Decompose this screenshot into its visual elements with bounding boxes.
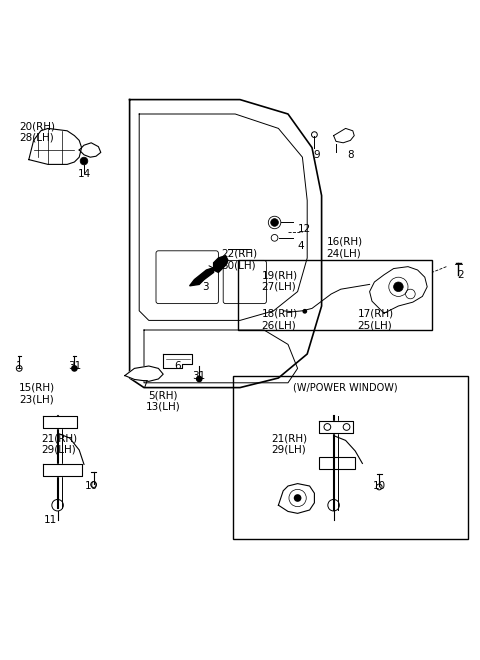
Text: 3: 3 — [202, 282, 209, 292]
Text: 21(RH)
29(LH): 21(RH) 29(LH) — [271, 433, 307, 455]
Text: 6: 6 — [174, 361, 181, 371]
Text: 16(RH)
24(LH): 16(RH) 24(LH) — [326, 236, 362, 258]
Circle shape — [71, 365, 78, 372]
Text: 10: 10 — [84, 481, 98, 491]
Circle shape — [80, 157, 88, 165]
Polygon shape — [163, 354, 192, 368]
Bar — [238, 261, 432, 330]
Bar — [233, 376, 468, 539]
Polygon shape — [29, 129, 82, 164]
Text: 7: 7 — [141, 380, 147, 391]
Polygon shape — [43, 416, 77, 428]
Text: 31: 31 — [192, 371, 206, 381]
Text: 11: 11 — [44, 515, 57, 525]
Text: 10: 10 — [372, 481, 386, 491]
Circle shape — [394, 282, 403, 292]
Text: 31: 31 — [68, 361, 81, 371]
Text: 17(RH)
25(LH): 17(RH) 25(LH) — [358, 308, 394, 330]
Polygon shape — [130, 100, 322, 387]
Text: 4: 4 — [298, 241, 304, 251]
Text: 2: 2 — [457, 270, 464, 280]
Polygon shape — [319, 421, 353, 433]
Polygon shape — [190, 267, 214, 286]
Polygon shape — [278, 484, 314, 513]
Polygon shape — [79, 143, 101, 157]
Text: 12: 12 — [298, 224, 311, 234]
Text: 19(RH)
27(LH): 19(RH) 27(LH) — [262, 270, 298, 292]
Circle shape — [214, 266, 220, 271]
Text: 1: 1 — [16, 361, 23, 371]
Circle shape — [302, 309, 307, 313]
Polygon shape — [334, 129, 354, 143]
Text: 8: 8 — [347, 150, 354, 160]
Circle shape — [271, 218, 278, 226]
Polygon shape — [125, 366, 163, 381]
Bar — [319, 457, 355, 469]
Text: 14: 14 — [77, 169, 91, 180]
Polygon shape — [43, 465, 82, 477]
Polygon shape — [214, 255, 228, 273]
Text: (W/POWER WINDOW): (W/POWER WINDOW) — [293, 383, 398, 393]
Text: 21(RH)
29(LH): 21(RH) 29(LH) — [41, 433, 77, 455]
Text: 18(RH)
26(LH): 18(RH) 26(LH) — [262, 308, 298, 330]
Polygon shape — [370, 267, 427, 314]
Circle shape — [196, 376, 203, 382]
Text: 5(RH)
13(LH): 5(RH) 13(LH) — [146, 390, 180, 412]
Text: 15(RH)
23(LH): 15(RH) 23(LH) — [19, 383, 55, 405]
Text: 20(RH)
28(LH): 20(RH) 28(LH) — [19, 121, 55, 143]
Text: 9: 9 — [313, 150, 320, 160]
Text: 22(RH)
30(LH): 22(RH) 30(LH) — [221, 248, 257, 270]
Circle shape — [294, 494, 301, 502]
